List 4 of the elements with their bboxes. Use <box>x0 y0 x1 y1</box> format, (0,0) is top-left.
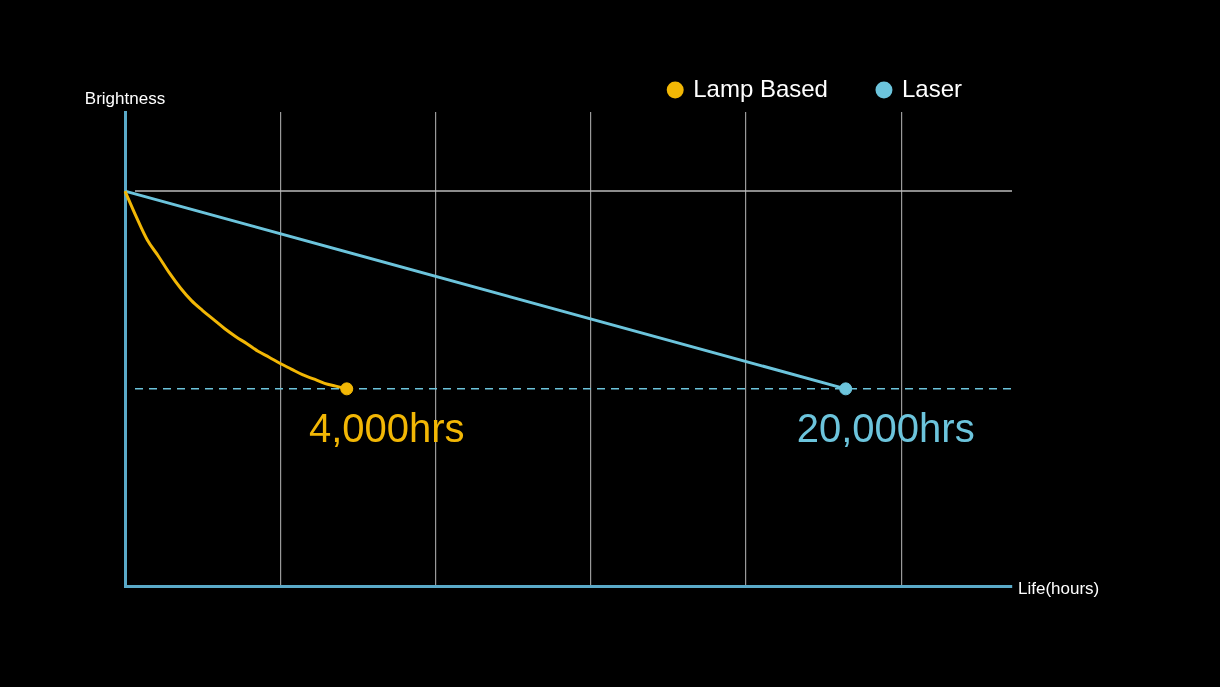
legend-label: Lamp Based <box>693 74 828 102</box>
y-axis-title: Brightness <box>84 89 166 109</box>
legend-label: Laser <box>901 74 963 102</box>
x-axis-title: Life(hours) <box>1018 579 1100 599</box>
